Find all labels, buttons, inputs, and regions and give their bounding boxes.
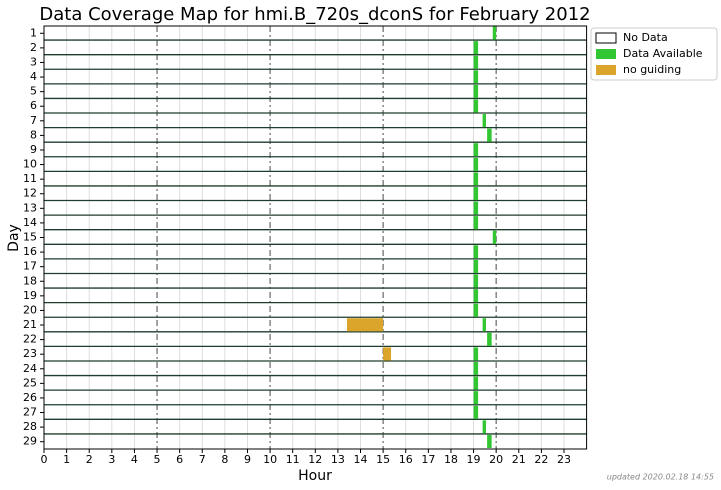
y-tick-label: 7	[30, 114, 37, 127]
legend-label: No Data	[623, 31, 668, 44]
legend-box	[590, 27, 718, 81]
y-tick-label: 15	[23, 231, 37, 244]
coverage-bar	[473, 303, 479, 317]
coverage-bar	[473, 99, 479, 113]
coverage-bar	[383, 347, 392, 361]
y-tick-label: 1	[30, 26, 37, 39]
x-tick-label: 15	[376, 453, 390, 466]
coverage-bar	[473, 172, 479, 186]
coverage-bar	[473, 376, 479, 390]
x-tick-label: 16	[399, 453, 413, 466]
legend-label: Data Available	[623, 47, 703, 60]
coverage-bar	[492, 26, 497, 40]
y-tick-label: 18	[23, 274, 37, 287]
y-tick-label: 27	[23, 406, 37, 419]
x-tick-label: 21	[512, 453, 526, 466]
y-tick-label: 25	[23, 376, 37, 389]
coverage-bar	[473, 289, 479, 303]
y-tick-label: 23	[23, 347, 37, 360]
coverage-bar	[473, 274, 479, 288]
y-tick-label: 4	[30, 70, 37, 83]
legend-swatch	[596, 49, 616, 59]
x-tick-label: 13	[331, 453, 345, 466]
coverage-bar	[482, 318, 486, 332]
coverage-bar	[473, 55, 479, 69]
chart-title: Data Coverage Map for hmi.B_720s_dconS f…	[39, 4, 590, 25]
footnote: updated 2020.02.18 14:55	[607, 473, 714, 482]
coverage-bar	[473, 245, 479, 259]
x-tick-label: 4	[131, 453, 138, 466]
y-tick-label: 16	[23, 245, 37, 258]
y-tick-label: 19	[23, 289, 37, 302]
x-tick-label: 2	[86, 453, 93, 466]
y-tick-label: 2	[30, 41, 37, 54]
x-tick-label: 9	[244, 453, 251, 466]
y-tick-label: 26	[23, 391, 37, 404]
y-tick-label: 9	[30, 143, 37, 156]
x-tick-label: 11	[286, 453, 300, 466]
y-tick-label: 13	[23, 201, 37, 214]
x-axis-label: Hour	[298, 468, 332, 484]
x-tick-label: 3	[108, 453, 115, 466]
y-tick-label: 29	[23, 435, 37, 448]
y-tick-label: 12	[23, 187, 37, 200]
x-tick-label: 14	[354, 453, 368, 466]
y-tick-label: 22	[23, 333, 37, 346]
x-tick-label: 10	[263, 453, 277, 466]
legend-swatch	[595, 32, 617, 44]
y-tick-label: 10	[23, 158, 37, 171]
legend-swatch	[596, 65, 616, 75]
y-tick-label: 11	[23, 172, 37, 185]
coverage-bar	[473, 157, 479, 171]
coverage-bar	[482, 420, 486, 434]
y-tick-label: 21	[23, 318, 37, 331]
coverage-bar	[473, 84, 479, 98]
coverage-bar	[482, 114, 486, 128]
coverage-bar	[346, 318, 384, 332]
coverage-bar	[473, 347, 479, 361]
y-tick-label: 24	[23, 362, 37, 375]
x-tick-label: 17	[421, 453, 435, 466]
coverage-bar	[473, 201, 479, 215]
y-tick-label: 28	[23, 420, 37, 433]
coverage-bar	[487, 332, 492, 346]
x-tick-label: 19	[467, 453, 481, 466]
y-tick-label: 8	[30, 128, 37, 141]
x-tick-label: 0	[41, 453, 48, 466]
coverage-bar	[473, 216, 479, 230]
x-tick-label: 20	[489, 453, 503, 466]
plot-frame	[43, 25, 588, 450]
coverage-bar	[473, 391, 479, 405]
x-tick-label: 5	[154, 453, 161, 466]
y-axis-label: Day	[6, 224, 22, 252]
coverage-bar	[473, 41, 479, 55]
x-tick-label: 6	[176, 453, 183, 466]
x-tick-label: 12	[308, 453, 322, 466]
coverage-bar	[492, 230, 497, 244]
x-tick-label: 8	[221, 453, 228, 466]
y-tick-label: 5	[30, 85, 37, 98]
x-tick-label: 18	[444, 453, 458, 466]
y-tick-label: 20	[23, 303, 37, 316]
coverage-bar	[473, 143, 479, 157]
x-tick-label: 23	[557, 453, 571, 466]
coverage-bar	[473, 186, 479, 201]
coverage-bar	[473, 405, 479, 419]
coverage-bar	[473, 361, 479, 376]
coverage-bar	[487, 128, 492, 142]
x-tick-label: 1	[63, 453, 70, 466]
y-tick-label: 6	[30, 99, 37, 112]
x-tick-label: 7	[199, 453, 206, 466]
y-tick-label: 14	[23, 216, 37, 229]
coverage-bar	[473, 70, 479, 84]
coverage-bar	[473, 259, 479, 273]
legend-label: no guiding	[623, 63, 681, 76]
y-tick-label: 17	[23, 260, 37, 273]
x-tick-label: 22	[534, 453, 548, 466]
y-tick-label: 3	[30, 55, 37, 68]
coverage-bar	[487, 434, 492, 448]
